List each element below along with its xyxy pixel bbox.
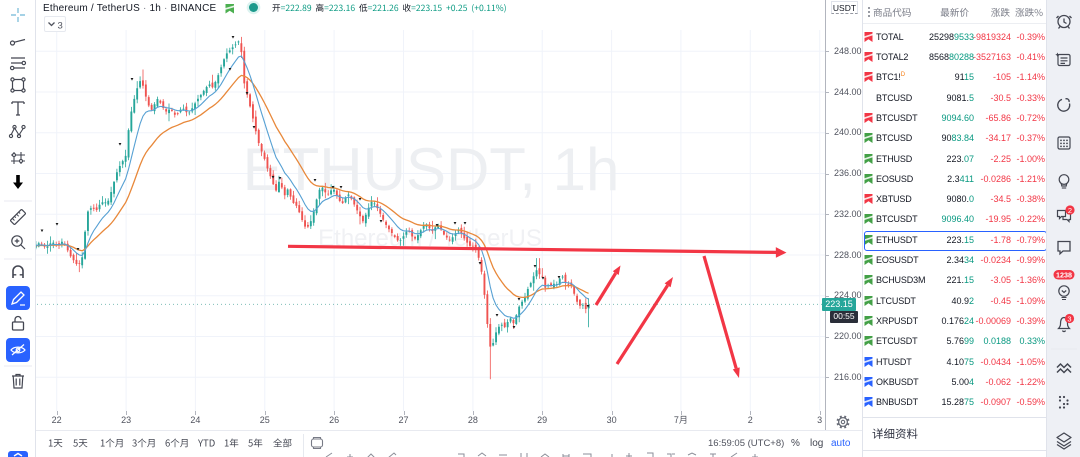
svg-text:2: 2	[1068, 206, 1072, 215]
svg-text:1238: 1238	[1056, 270, 1072, 279]
svg-text:3: 3	[58, 20, 63, 31]
svg-text:3: 3	[1067, 314, 1071, 323]
svg-text:ETHUSDT, 1h: ETHUSDT, 1h	[243, 136, 620, 203]
